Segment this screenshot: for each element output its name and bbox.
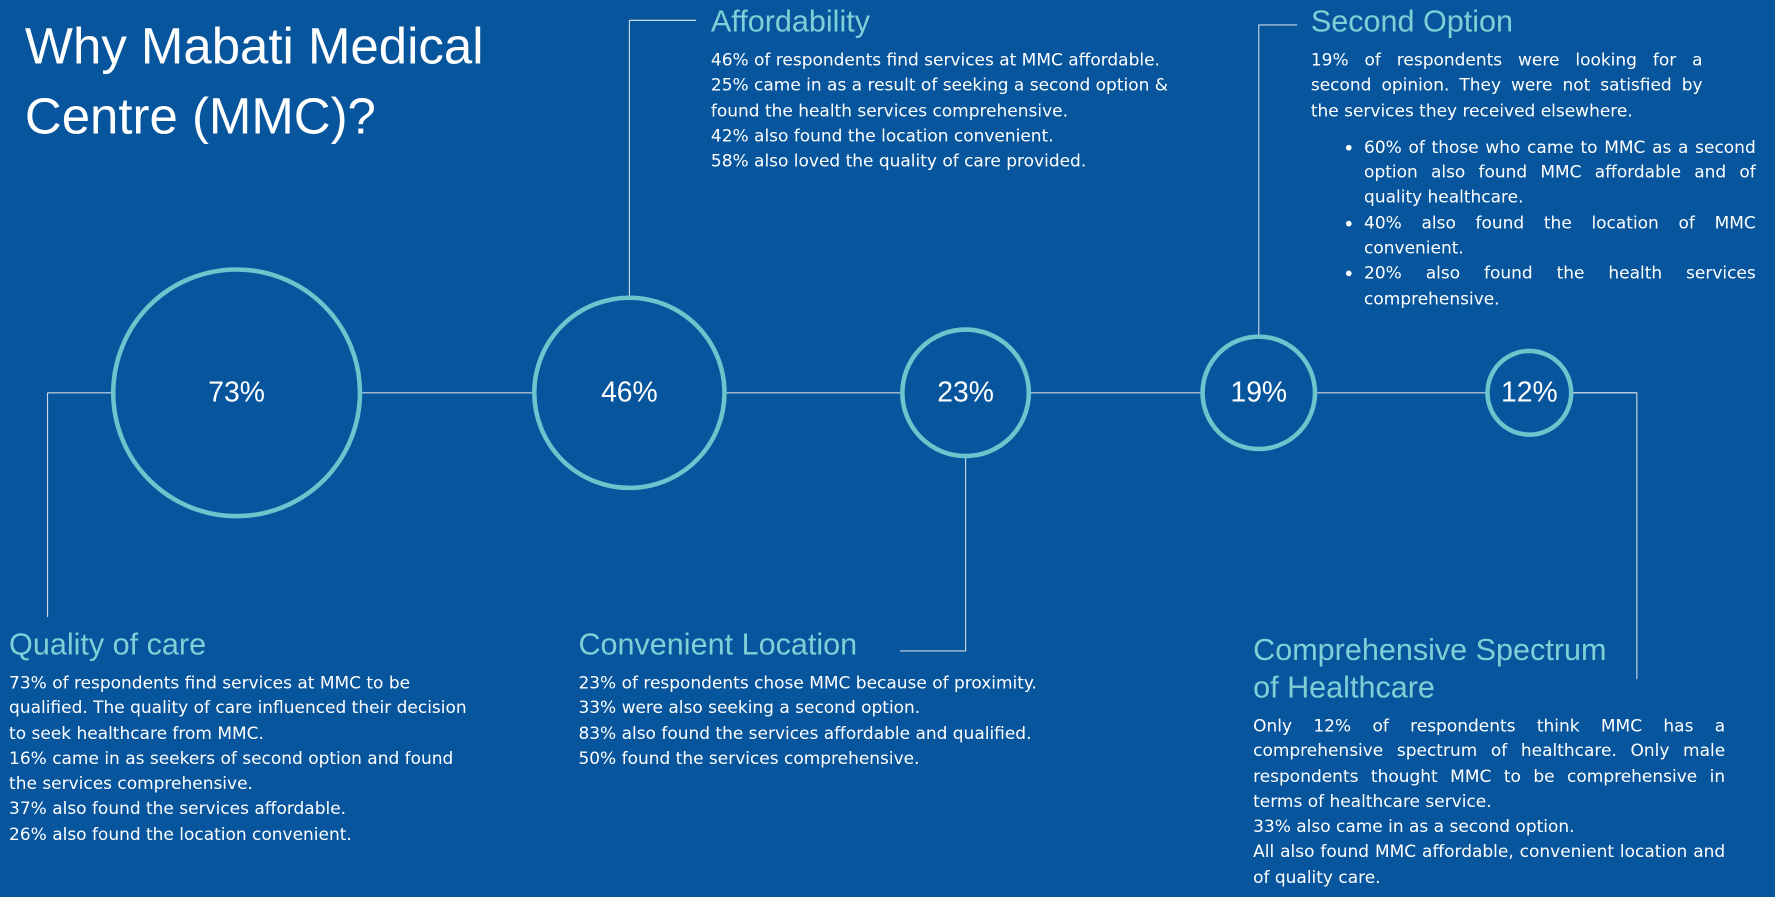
section-text: 25% came in as a result of seeking a sec… [710, 75, 1169, 121]
section-text: 16% came in as seekers of second option … [9, 748, 454, 794]
section: Quality of care 73% of respondents find s… [9, 626, 473, 847]
section-text: All also found MMC affordable, convenien… [1253, 841, 1726, 888]
circle-label: 23% [937, 375, 994, 407]
section-text: 26% also found the location convenient. [9, 823, 352, 845]
section-text: 33% also came in as a second option. [1253, 816, 1575, 837]
circle-label: 73% [208, 375, 265, 407]
circle [110, 267, 363, 519]
circle-label: 12% [1501, 375, 1558, 407]
section-text: 58% also loved the quality of care provi… [710, 150, 1087, 172]
section-text: Only 12% of respondents think MMC has a … [1253, 715, 1726, 812]
connector [899, 456, 967, 652]
section: Affordability 46% of respondents find ser… [711, 3, 1186, 173]
section: Second Option 19% of respondents were loo… [1311, 3, 1756, 311]
section: Comprehensive Spectrum of Healthcare Only… [1253, 632, 1725, 890]
bullet-item: 20% also found the health services compr… [1364, 261, 1756, 311]
section: Convenient Location 23% of respondents ch… [578, 626, 1053, 771]
connector [1258, 24, 1298, 337]
bullet-item: 60% of those who came to MMC as a second… [1364, 135, 1756, 211]
section-text: 23% of respondents chose MMC because of … [578, 672, 1037, 693]
circle [1200, 334, 1318, 452]
connector [628, 19, 697, 298]
circle-label: 46% [601, 375, 658, 407]
section-text: 19% of respondents were looking for a se… [1310, 49, 1703, 121]
section-heading: Second Option [1310, 4, 1514, 39]
circle [1485, 348, 1574, 437]
bullet-list: 60% of those who came to MMC as a second… [1311, 135, 1756, 312]
circle-label: 19% [1230, 375, 1287, 407]
section-heading: Affordability [710, 4, 871, 39]
section-text: 83% also found the services affordable a… [578, 722, 1032, 744]
bullet-item: 40% also found the location of MMC conve… [1364, 210, 1756, 260]
title: Why Mabati Medical Centre (MMC)? [24, 16, 484, 145]
section-text: 37% also found the services affordable. [9, 798, 347, 819]
section-text: 50% found the services comprehensive. [578, 748, 920, 769]
section-text: 33% were also seeking a second option. [578, 697, 921, 719]
circle [532, 295, 727, 491]
section-heading: Comprehensive Spectrum of Healthcare [1253, 632, 1607, 705]
circle [900, 327, 1032, 459]
section-text: 46% of respondents find services at MMC … [710, 49, 1160, 71]
section-text: 73% of respondents find services at MMC … [9, 672, 467, 744]
section-text: 42% also found the location convenient. [710, 125, 1054, 146]
section-heading: Convenient Location [578, 627, 858, 662]
connector [1571, 392, 1638, 680]
section-heading: Quality of care [9, 627, 207, 662]
